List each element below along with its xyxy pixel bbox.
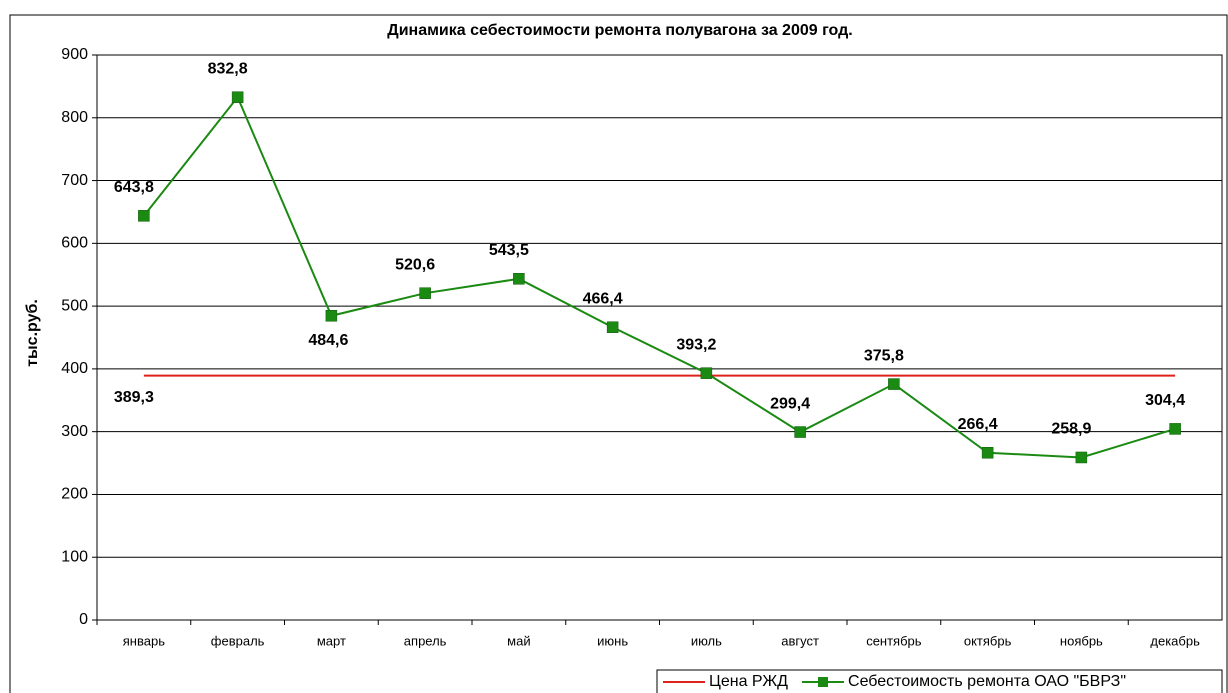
marker bbox=[981, 447, 994, 459]
marker bbox=[138, 210, 150, 222]
marker bbox=[1075, 451, 1088, 464]
y-tick-label: 400 bbox=[61, 360, 88, 377]
data-label: 258,9 bbox=[1051, 421, 1091, 438]
data-label: 832,8 bbox=[208, 60, 248, 77]
legend-marker bbox=[818, 677, 829, 687]
x-tick-label: июнь bbox=[597, 633, 628, 648]
marker bbox=[1169, 423, 1181, 435]
x-tick-label: февраль bbox=[211, 633, 265, 648]
chart-title: Динамика себестоимости ремонта полувагон… bbox=[387, 22, 852, 39]
x-tick-label: июль bbox=[691, 633, 722, 648]
x-tick-label: август bbox=[781, 633, 819, 648]
x-tick-label: октябрь bbox=[964, 633, 1012, 648]
data-label: 299,4 bbox=[770, 395, 810, 412]
data-label: 484,6 bbox=[308, 332, 348, 349]
legend-label: Цена РЖД bbox=[709, 673, 788, 690]
x-tick-label: январь bbox=[123, 633, 165, 648]
legend-box bbox=[656, 669, 1223, 693]
marker bbox=[325, 310, 338, 322]
data-label: 543,5 bbox=[489, 242, 529, 259]
data-label: 466,4 bbox=[583, 290, 623, 307]
marker bbox=[606, 321, 619, 333]
y-tick-label: 700 bbox=[61, 172, 88, 189]
series-line bbox=[143, 95, 1176, 459]
marker bbox=[419, 287, 431, 299]
plot-area bbox=[96, 54, 1223, 621]
x-tick-label: декабрь bbox=[1150, 633, 1200, 648]
data-label: 266,4 bbox=[958, 416, 998, 433]
y-axis-label: тыс.руб. bbox=[24, 299, 41, 367]
legend-label: Себестоимость ремонта ОАО "БВРЗ" bbox=[848, 673, 1126, 690]
y-tick-label: 900 bbox=[61, 46, 88, 63]
y-tick-label: 100 bbox=[61, 548, 88, 565]
x-tick-label: апрель bbox=[404, 633, 447, 648]
y-tick-label: 0 bbox=[79, 611, 88, 628]
x-tick-label: ноябрь bbox=[1060, 633, 1103, 648]
x-tick-label: май bbox=[507, 633, 530, 648]
marker bbox=[700, 367, 713, 379]
marker bbox=[794, 426, 806, 438]
marker bbox=[513, 273, 525, 285]
y-tick-label: 600 bbox=[61, 235, 88, 252]
y-tick-label: 800 bbox=[61, 109, 88, 126]
y-tick-label: 300 bbox=[61, 423, 88, 440]
marker bbox=[888, 378, 900, 390]
marker bbox=[231, 91, 244, 103]
data-label: 643,8 bbox=[114, 179, 154, 196]
x-tick-label: март bbox=[317, 633, 346, 648]
data-label: 389,3 bbox=[114, 389, 154, 406]
data-label: 393,2 bbox=[676, 336, 716, 353]
data-label: 304,4 bbox=[1145, 392, 1185, 409]
y-tick-label: 200 bbox=[61, 486, 88, 503]
y-tick-label: 500 bbox=[61, 297, 88, 314]
data-label: 375,8 bbox=[864, 347, 904, 364]
data-label: 520,6 bbox=[395, 256, 435, 273]
legend: Цена РЖД Себестоимость ремонта ОАО "БВРЗ" bbox=[656, 669, 1223, 693]
x-tick-label: сентябрь bbox=[866, 633, 922, 648]
